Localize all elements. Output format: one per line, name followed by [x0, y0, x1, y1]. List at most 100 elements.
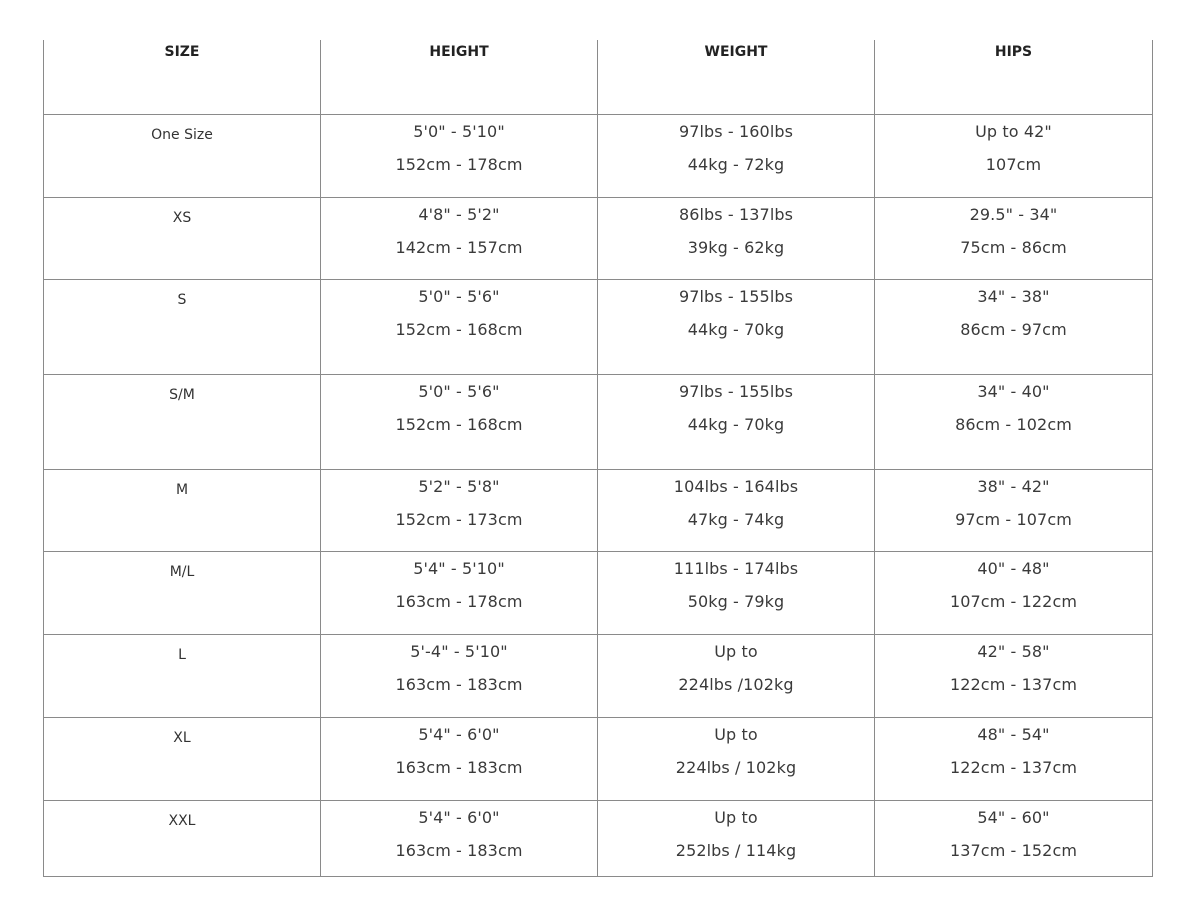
hips-imperial: 42" - 58" — [977, 642, 1050, 661]
hips-metric: 107cm — [985, 155, 1042, 174]
height-imperial: 5'4" - 5'10" — [413, 559, 505, 578]
weight-cell: 111lbs - 174lbs 50kg - 79kg — [597, 551, 875, 635]
weight-cell: 97lbs - 155lbs 44kg - 70kg — [597, 374, 875, 470]
height-cell: 5'0" - 5'6" 152cm - 168cm — [320, 279, 598, 375]
weight-imperial: 104lbs - 164lbs — [673, 477, 799, 496]
height-imperial: 5'0" - 5'6" — [418, 287, 500, 306]
weight-metric: 224lbs /102kg — [678, 675, 794, 694]
size-cell: XL — [43, 717, 321, 801]
size-cell: S/M — [43, 374, 321, 470]
weight-imperial: 111lbs - 174lbs — [673, 559, 799, 578]
hips-cell: 34" - 40" 86cm - 102cm — [874, 374, 1153, 470]
height-imperial: 5'0" - 5'6" — [418, 382, 500, 401]
hips-metric: 107cm - 122cm — [949, 592, 1078, 611]
height-cell: 5'4" - 6'0" 163cm - 183cm — [320, 717, 598, 801]
hips-metric: 122cm - 137cm — [949, 675, 1078, 694]
hips-cell: Up to 42" 107cm — [874, 114, 1153, 198]
hips-cell: 48" - 54" 122cm - 137cm — [874, 717, 1153, 801]
height-metric: 163cm - 178cm — [395, 592, 523, 611]
hips-imperial: 48" - 54" — [977, 725, 1050, 744]
height-metric: 152cm - 178cm — [395, 155, 523, 174]
size-cell: XS — [43, 197, 321, 280]
header-row: SIZE HEIGHT WEIGHT HIPS — [43, 40, 1153, 115]
size-chart-table: SIZE HEIGHT WEIGHT HIPS One Size 5'0" - 5… — [43, 40, 1153, 877]
weight-imperial: 97lbs - 155lbs — [678, 287, 794, 306]
height-metric: 163cm - 183cm — [395, 675, 523, 694]
hips-metric: 97cm - 107cm — [955, 510, 1072, 529]
hips-metric: 122cm - 137cm — [949, 758, 1078, 777]
weight-imperial: Up to — [714, 642, 758, 661]
header-hips: HIPS — [874, 40, 1153, 115]
size-cell: L — [43, 634, 321, 718]
table-row: XL 5'4" - 6'0" 163cm - 183cm Up to 224lbs / … — [43, 717, 1153, 801]
weight-imperial: 97lbs - 160lbs — [678, 122, 794, 141]
size-cell: M — [43, 469, 321, 552]
height-metric: 163cm - 183cm — [395, 758, 523, 777]
header-size: SIZE — [43, 40, 321, 115]
header-height: HEIGHT — [320, 40, 598, 115]
hips-imperial: 54" - 60" — [977, 808, 1050, 827]
hips-metric: 75cm - 86cm — [960, 238, 1067, 257]
header-weight: WEIGHT — [597, 40, 875, 115]
table-row: M 5'2" - 5'8" 152cm - 173cm 104lbs - 164lbs… — [43, 469, 1153, 552]
height-cell: 5'0" - 5'6" 152cm - 168cm — [320, 374, 598, 470]
weight-metric: 224lbs / 102kg — [675, 758, 797, 777]
weight-imperial: 86lbs - 137lbs — [678, 205, 794, 224]
table-row: L 5'-4" - 5'10" 163cm - 183cm Up to 224lbs /… — [43, 634, 1153, 718]
weight-imperial: Up to — [714, 725, 758, 744]
height-imperial: 5'4" - 6'0" — [418, 808, 500, 827]
weight-cell: 86lbs - 137lbs 39kg - 62kg — [597, 197, 875, 280]
hips-metric: 86cm - 97cm — [960, 320, 1067, 339]
table-row: One Size 5'0" - 5'10" 152cm - 178cm 97lbs -… — [43, 114, 1153, 198]
hips-metric: 137cm - 152cm — [949, 841, 1078, 860]
hips-cell: 38" - 42" 97cm - 107cm — [874, 469, 1153, 552]
hips-cell: 34" - 38" 86cm - 97cm — [874, 279, 1153, 375]
hips-imperial: 38" - 42" — [977, 477, 1050, 496]
hips-cell: 29.5" - 34" 75cm - 86cm — [874, 197, 1153, 280]
height-imperial: 5'4" - 6'0" — [418, 725, 500, 744]
weight-imperial: Up to — [714, 808, 758, 827]
hips-imperial: 34" - 40" — [977, 382, 1050, 401]
hips-cell: 40" - 48" 107cm - 122cm — [874, 551, 1153, 635]
table-row: M/L 5'4" - 5'10" 163cm - 178cm 111lbs - 174… — [43, 551, 1153, 635]
size-cell: M/L — [43, 551, 321, 635]
weight-metric: 44kg - 70kg — [687, 415, 785, 434]
weight-metric: 47kg - 74kg — [687, 510, 785, 529]
hips-imperial: Up to 42" — [975, 122, 1052, 141]
weight-metric: 44kg - 72kg — [687, 155, 785, 174]
height-imperial: 5'0" - 5'10" — [413, 122, 505, 141]
weight-metric: 39kg - 62kg — [687, 238, 785, 257]
weight-cell: Up to 224lbs / 102kg — [597, 717, 875, 801]
size-cell: S — [43, 279, 321, 375]
weight-cell: Up to 224lbs /102kg — [597, 634, 875, 718]
table-row: XXL 5'4" - 6'0" 163cm - 183cm Up to 252lbs /… — [43, 800, 1153, 877]
weight-cell: 97lbs - 155lbs 44kg - 70kg — [597, 279, 875, 375]
hips-imperial: 34" - 38" — [977, 287, 1050, 306]
height-cell: 4'8" - 5'2" 142cm - 157cm — [320, 197, 598, 280]
weight-cell: 104lbs - 164lbs 47kg - 74kg — [597, 469, 875, 552]
height-cell: 5'-4" - 5'10" 163cm - 183cm — [320, 634, 598, 718]
weight-cell: 97lbs - 160lbs 44kg - 72kg — [597, 114, 875, 198]
table-row: S 5'0" - 5'6" 152cm - 168cm 97lbs - 155lbs 4… — [43, 279, 1153, 375]
hips-imperial: 40" - 48" — [977, 559, 1050, 578]
weight-metric: 44kg - 70kg — [687, 320, 785, 339]
hips-metric: 86cm - 102cm — [955, 415, 1072, 434]
height-metric: 163cm - 183cm — [395, 841, 523, 860]
height-imperial: 5'2" - 5'8" — [418, 477, 500, 496]
height-imperial: 5'-4" - 5'10" — [410, 642, 508, 661]
height-cell: 5'2" - 5'8" 152cm - 173cm — [320, 469, 598, 552]
weight-cell: Up to 252lbs / 114kg — [597, 800, 875, 877]
height-cell: 5'4" - 5'10" 163cm - 178cm — [320, 551, 598, 635]
table-row: S/M 5'0" - 5'6" 152cm - 168cm 97lbs - 155lb… — [43, 374, 1153, 470]
weight-imperial: 97lbs - 155lbs — [678, 382, 794, 401]
size-cell: One Size — [43, 114, 321, 198]
height-cell: 5'0" - 5'10" 152cm - 178cm — [320, 114, 598, 198]
height-metric: 152cm - 173cm — [395, 510, 523, 529]
size-cell: XXL — [43, 800, 321, 877]
hips-imperial: 29.5" - 34" — [969, 205, 1058, 224]
weight-metric: 50kg - 79kg — [687, 592, 785, 611]
height-imperial: 4'8" - 5'2" — [418, 205, 500, 224]
height-cell: 5'4" - 6'0" 163cm - 183cm — [320, 800, 598, 877]
weight-metric: 252lbs / 114kg — [675, 841, 797, 860]
height-metric: 152cm - 168cm — [395, 415, 523, 434]
